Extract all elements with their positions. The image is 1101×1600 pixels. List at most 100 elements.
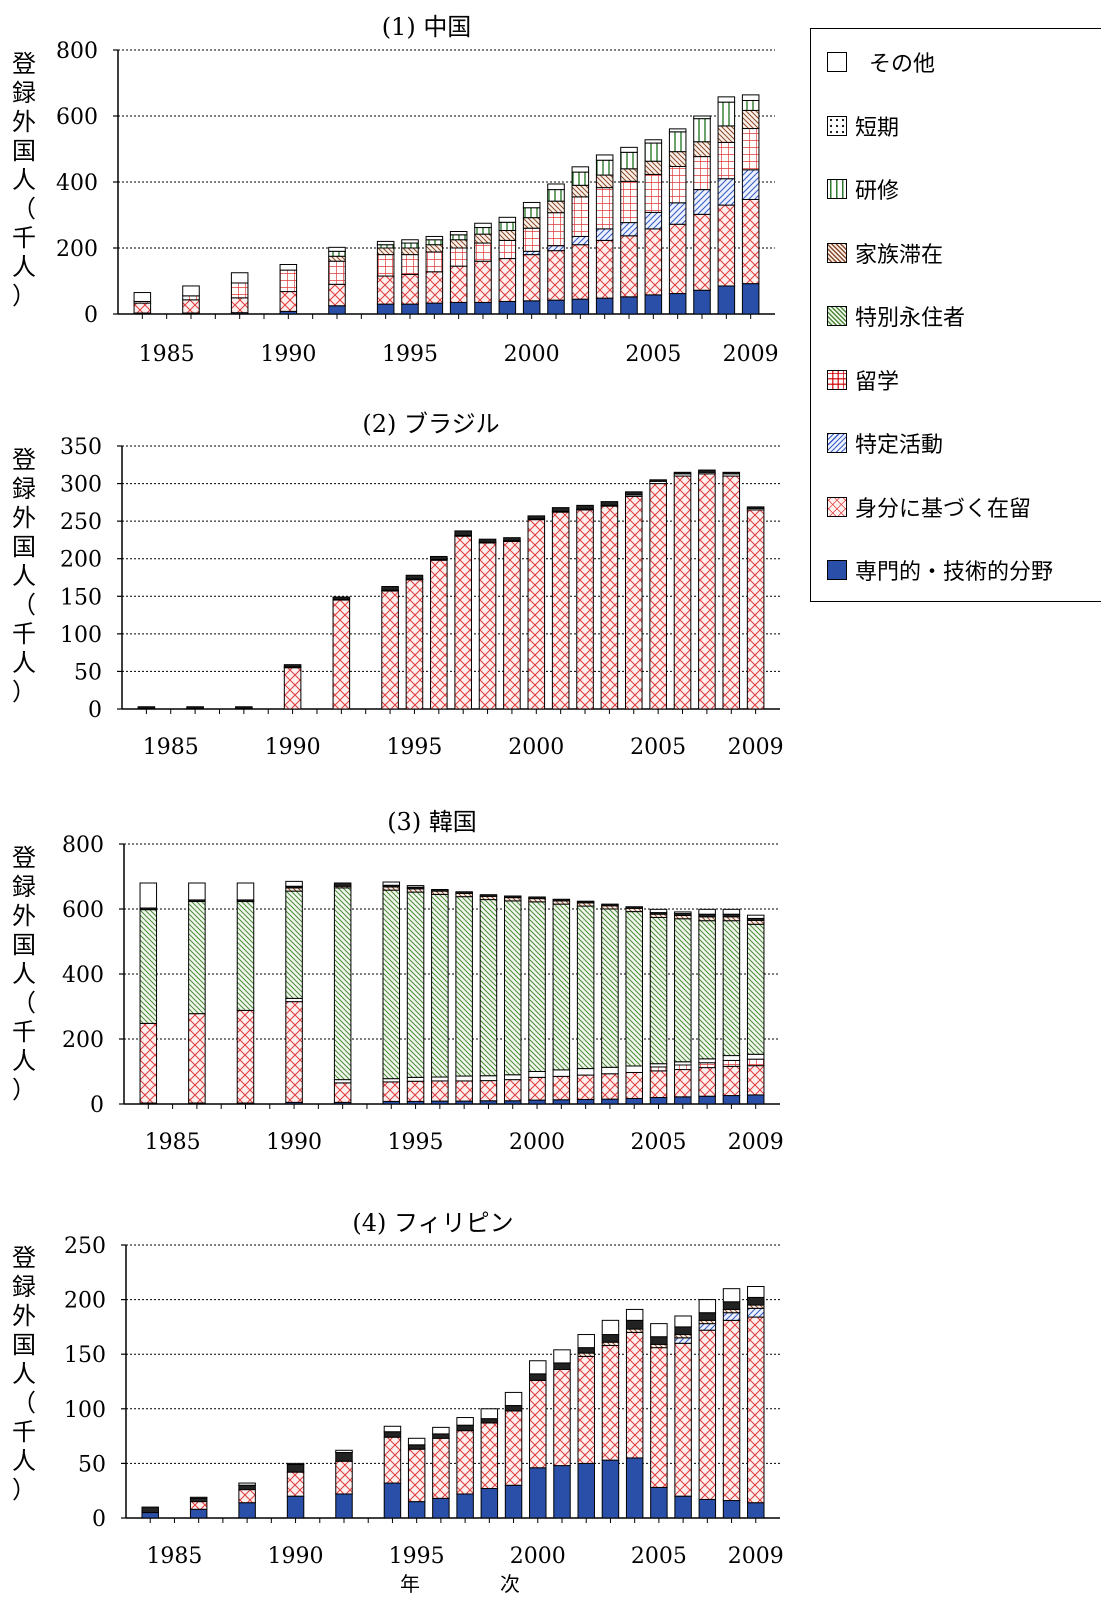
bar-segment-shortterm xyxy=(528,896,546,900)
bar-segment-trainee xyxy=(547,189,565,202)
bar-segment-other xyxy=(620,146,638,153)
bar-segment-status xyxy=(139,1022,158,1104)
bar-segment-shortterm xyxy=(478,538,497,543)
bar-segment-other xyxy=(189,1496,208,1499)
bar-segment-status xyxy=(674,1069,692,1098)
legend-label: 短期 xyxy=(855,115,900,141)
bar-segment-status xyxy=(601,1073,619,1100)
bar-segment-status xyxy=(673,475,692,710)
bar-segment-other xyxy=(479,1075,498,1082)
bar-segment-other xyxy=(503,1074,522,1081)
bar-segment-status xyxy=(236,1009,255,1104)
bar-segment-status xyxy=(698,1329,717,1500)
bar-segment-professional xyxy=(668,293,687,315)
bar-segment-other xyxy=(571,166,590,173)
bar-segment-status xyxy=(454,535,472,710)
bar-segment-other xyxy=(698,1058,716,1064)
bar-segment-professional xyxy=(650,1486,668,1519)
bar-segment-shortterm xyxy=(480,1418,499,1424)
bar-segment-professional xyxy=(547,299,565,315)
bar-segment-study xyxy=(328,260,346,285)
bar-segment-status xyxy=(595,239,614,299)
bar-segment-professional xyxy=(456,1493,474,1519)
bar-segment-shortterm xyxy=(673,471,692,475)
bar-segment-status xyxy=(644,228,663,296)
bar-segment-shortterm xyxy=(649,479,667,482)
bar-segment-professional xyxy=(498,300,517,315)
bar-segment-shortterm xyxy=(503,537,521,542)
bar-segment-professional xyxy=(407,1501,426,1519)
bar-segment-status xyxy=(577,1355,595,1464)
bar-segment-study xyxy=(571,196,590,237)
bar-segment-study xyxy=(674,1064,692,1071)
bar-segment-trainee xyxy=(328,250,346,257)
bar-segment-trainee xyxy=(522,207,541,219)
x-tick-label: 2005 xyxy=(631,1130,687,1155)
bar-segment-designated xyxy=(747,1307,765,1318)
bar-segment-status xyxy=(649,1070,668,1098)
bar-segment-status xyxy=(674,1342,692,1497)
bar-segment-shortterm xyxy=(527,515,546,520)
bar-segment-other xyxy=(406,885,425,888)
bar-segment-special xyxy=(746,923,765,1055)
y-tick-label: 50 xyxy=(74,660,102,685)
bar-segment-shortterm xyxy=(601,903,619,907)
bar-segment-study xyxy=(620,180,638,224)
bar-segment-family xyxy=(328,255,346,262)
bar-segment-shortterm xyxy=(625,906,643,909)
bar-segment-shortterm xyxy=(504,1405,523,1412)
bar-segment-shortterm xyxy=(551,507,570,512)
bar-segment-other xyxy=(480,1408,499,1420)
chart-panel-1: (1) 中国 0 200 400 600 800 1985 1990 1995 2000 2005 2… xyxy=(12,13,779,367)
bar-segment-shortterm xyxy=(286,1463,305,1473)
bar-segment-professional xyxy=(238,1502,256,1519)
bar-segment-special xyxy=(528,901,546,1072)
bar-segment-trainee xyxy=(571,171,590,186)
legend: その他 短期 研修 家族滞在 特別永住者 留学 特定活動 身分に基づく在留 専門的・技術的分野 xyxy=(810,28,1101,602)
bar-segment-shortterm xyxy=(553,1362,571,1370)
bar-segment-shortterm xyxy=(381,586,399,591)
legend-item-professional: 専門的・技術的分野 xyxy=(827,555,1053,585)
legend-item-shortterm: 短期 xyxy=(827,111,899,141)
y-axis-label: 登録外国人（千人） xyxy=(12,1244,36,1504)
legend-swatch xyxy=(827,433,847,453)
bar-segment-status xyxy=(698,1067,716,1097)
bar-segment-status xyxy=(133,302,152,314)
bar-segment-family xyxy=(474,233,492,244)
bar-segment-status xyxy=(529,1379,547,1469)
bar-segment-shortterm xyxy=(576,504,594,510)
bar-segment-professional xyxy=(674,1495,692,1519)
bar-segment-status xyxy=(746,1065,765,1096)
legend-swatch xyxy=(827,496,847,517)
bar-segment-status xyxy=(600,505,619,710)
x-tick-label: 2009 xyxy=(723,342,779,367)
bar-segment-status xyxy=(431,1080,449,1102)
bar-segment-professional xyxy=(553,1465,571,1519)
bar-segment-study xyxy=(449,247,468,267)
bar-segment-professional xyxy=(717,285,736,315)
bar-segment-other xyxy=(432,1426,450,1435)
bar-segment-status xyxy=(286,1471,305,1497)
bar-segment-status xyxy=(547,250,565,301)
bar-segment-special xyxy=(601,908,619,1068)
bar-segment-professional xyxy=(576,1098,595,1105)
x-tick-label: 1985 xyxy=(145,1130,201,1155)
bar-segment-trainee xyxy=(474,227,492,235)
bar-segment-other xyxy=(376,240,395,246)
bar-segment-designated xyxy=(620,222,638,237)
bar-segment-professional xyxy=(722,1500,741,1519)
bar-segment-professional xyxy=(625,1097,643,1105)
bar-segment-professional xyxy=(698,1095,716,1105)
bar-segment-status xyxy=(479,1080,498,1102)
bar-segment-other xyxy=(504,1391,523,1407)
x-tick-label: 2009 xyxy=(728,1130,784,1155)
bar-segment-other xyxy=(674,911,692,915)
bar-segment-status xyxy=(503,1079,522,1102)
bar-segment-other xyxy=(406,1076,425,1082)
bar-segment-shortterm xyxy=(405,574,424,580)
bar-segment-shortterm xyxy=(335,1451,353,1462)
bar-segment-trainee xyxy=(668,131,687,153)
bar-segment-professional xyxy=(693,289,711,315)
bar-segment-other xyxy=(552,1069,571,1077)
bar-segment-status xyxy=(456,1430,474,1495)
